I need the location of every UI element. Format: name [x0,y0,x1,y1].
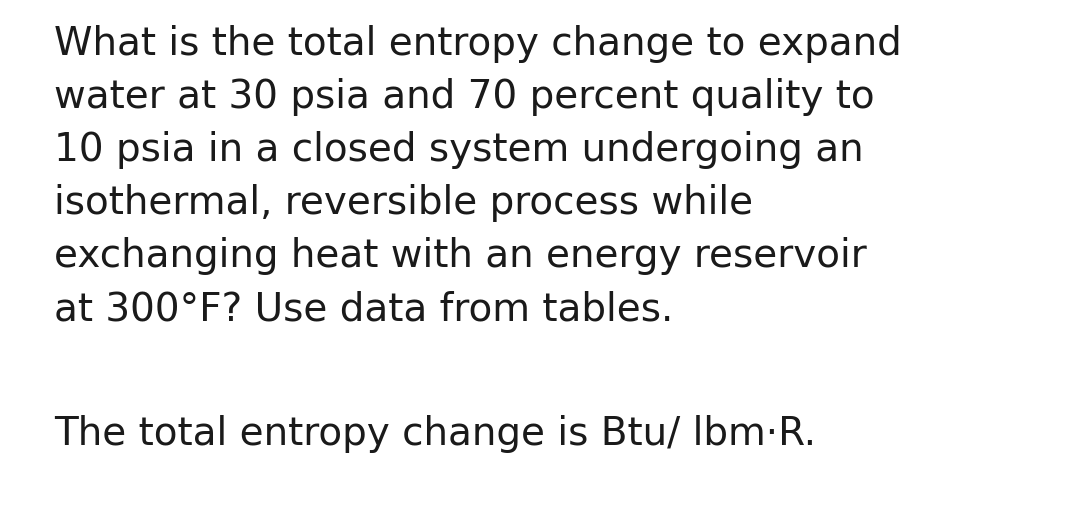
Text: What is the total entropy change to expand
water at 30 psia and 70 percent quali: What is the total entropy change to expa… [54,25,902,328]
Text: The total entropy change is Btu/ lbm·R.: The total entropy change is Btu/ lbm·R. [54,414,816,452]
